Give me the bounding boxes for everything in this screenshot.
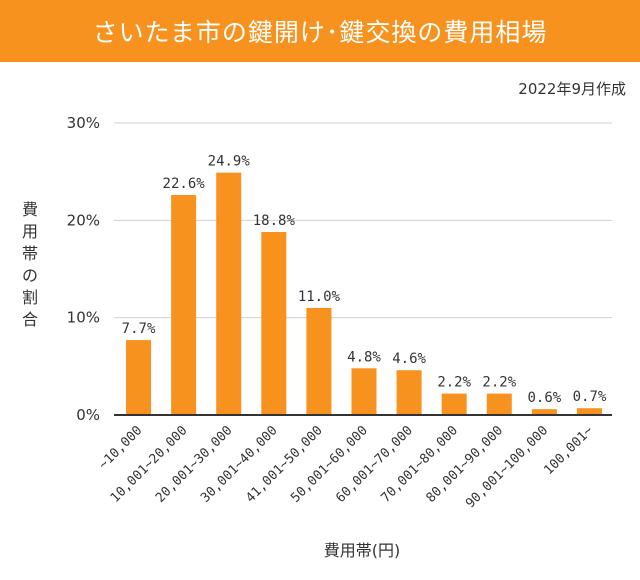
bar bbox=[126, 340, 152, 415]
bars bbox=[126, 172, 602, 415]
category-label: 10,001~20,000 bbox=[108, 423, 191, 506]
category-label: 80,001~90,000 bbox=[424, 423, 507, 506]
value-label: 7.7% bbox=[122, 321, 156, 337]
y-axis-ticks: 0% 10% 20% 30% bbox=[67, 114, 100, 424]
bar bbox=[531, 409, 557, 415]
category-label: 50,001~60,000 bbox=[288, 423, 371, 506]
value-label: 4.6% bbox=[392, 351, 426, 367]
value-label: 0.6% bbox=[528, 390, 562, 406]
category-label: 30,001~40,000 bbox=[198, 423, 281, 506]
value-label: 24.9% bbox=[208, 154, 251, 170]
category-label: 41,001~50,000 bbox=[243, 423, 326, 506]
y-tick-label: 30% bbox=[67, 114, 100, 132]
category-label: 20,001~30,000 bbox=[153, 423, 236, 506]
bar bbox=[576, 408, 602, 415]
bar bbox=[486, 393, 512, 415]
y-axis-title: 費用帯の割合 bbox=[22, 200, 38, 329]
chart-title: さいたま市の鍵開け･鍵交換の費用相場 bbox=[92, 18, 548, 47]
bar bbox=[306, 307, 332, 415]
value-label: 0.7% bbox=[573, 389, 607, 405]
value-label: 11.0% bbox=[298, 289, 341, 305]
bar bbox=[351, 368, 377, 415]
category-labels: ~10,00010,001~20,00020,001~30,00030,001~… bbox=[96, 423, 596, 511]
category-label: 70,001~80,000 bbox=[378, 423, 461, 506]
category-label: 60,001~70,000 bbox=[333, 423, 416, 506]
x-axis-title: 費用帯(円) bbox=[324, 541, 401, 560]
grid-lines bbox=[114, 122, 612, 319]
value-label: 2.2% bbox=[437, 375, 471, 391]
value-label: 2.2% bbox=[482, 375, 516, 391]
y-tick-label: 20% bbox=[67, 211, 100, 229]
date-note: 2022年9月作成 bbox=[518, 80, 626, 98]
value-labels: 7.7% 22.6%24.9% 18.8% 11.0% 4.8% 4.6% 2.2% 2.2%… bbox=[122, 154, 607, 407]
value-label: 4.8% bbox=[347, 349, 381, 365]
bar bbox=[261, 232, 287, 415]
bar bbox=[171, 195, 197, 415]
value-label: 22.6% bbox=[163, 176, 206, 192]
bar bbox=[216, 172, 242, 415]
value-label: 18.8% bbox=[253, 213, 296, 229]
title-bar: さいたま市の鍵開け･鍵交換の費用相場 bbox=[0, 0, 640, 62]
category-label: 90,001~100,000 bbox=[463, 423, 551, 511]
y-tick-label: 0% bbox=[76, 406, 100, 424]
bar bbox=[396, 370, 422, 415]
category-label: 100,001~ bbox=[541, 423, 596, 478]
y-tick-label: 10% bbox=[67, 309, 100, 327]
bar bbox=[441, 393, 467, 415]
